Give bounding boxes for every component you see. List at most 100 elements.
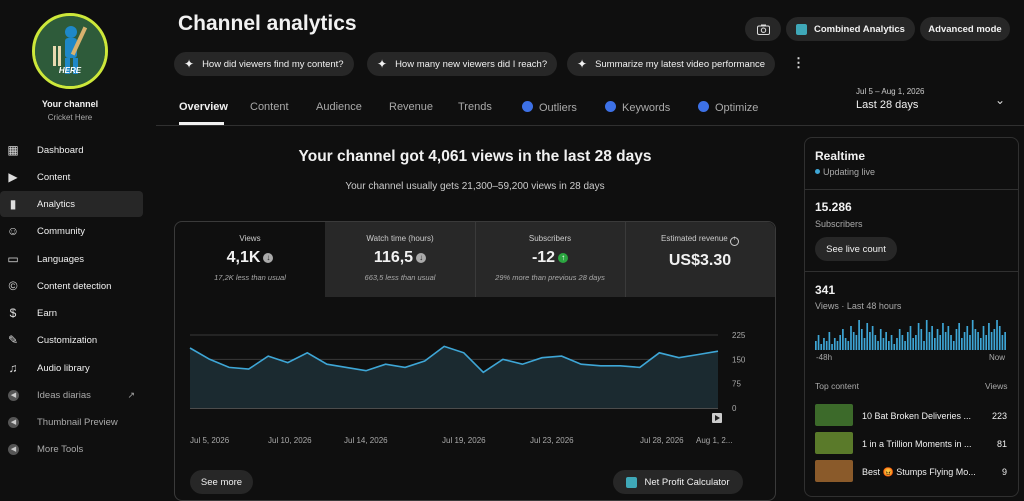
sidebar-item-label: Content [37,172,70,183]
realtime-bar [899,329,901,350]
channel-handle: Cricket Here [0,113,140,122]
more-vert-icon[interactable]: ⋮ [792,55,805,71]
x-tick-label: Jul 5, 2026 [190,436,230,445]
tab-revenue[interactable]: Revenue [389,101,433,113]
sidebar-item-analytics[interactable]: ▮Analytics [0,191,143,217]
content-detection-icon: © [6,279,20,293]
sidebar-item-languages[interactable]: ▭Languages [0,246,143,272]
extension-icon: ◀ [8,417,19,428]
realtime-bar [850,326,852,350]
metric-subscribers[interactable]: Subscribers -12↑ 29% more than previous … [475,222,625,297]
tab-optimize[interactable]: Optimize [698,101,758,114]
advanced-mode-button[interactable]: Advanced mode [920,17,1010,41]
live-dot-icon [815,169,820,174]
camera-icon [757,24,770,35]
tab-outliers[interactable]: Outliers [522,101,577,114]
top-content-title[interactable]: 10 Bat Broken Deliveries ... [862,411,971,421]
top-content-title[interactable]: 1 in a Trillion Moments in ... [862,439,972,449]
chevron-down-icon[interactable]: ⌄ [995,93,1005,107]
camera-button[interactable] [745,17,781,41]
audio-library-icon: ♫ [6,361,20,375]
realtime-bar [969,335,971,350]
realtime-subscribers: 15.286 [815,200,852,214]
realtime-bar [818,335,820,350]
tab-keywords[interactable]: Keywords [605,101,670,114]
sidebar-item-customization[interactable]: ✎Customization [0,327,143,353]
sidebar-item-community[interactable]: ☺Community [0,218,143,244]
extension-icon: ◀ [8,390,19,401]
arrow-down-icon: ↓ [416,253,426,263]
suggestion-chip-3[interactable]: ✦Summarize my latest video performance [567,52,775,76]
tab-label: Outliers [539,102,577,114]
realtime-bar [869,332,871,350]
sidebar-item-audio-library[interactable]: ♫Audio library [0,355,143,381]
realtime-bar [891,335,893,350]
sidebar-item-earn[interactable]: $ Earn [0,300,143,326]
earn-icon: $ [6,306,20,320]
realtime-bar [902,335,904,350]
realtime-bar [996,320,998,350]
realtime-bar [837,341,839,350]
summary-headline: Your channel got 4,061 views in the last… [174,148,776,166]
realtime-bar [931,326,933,350]
realtime-bar-chart [815,318,1007,350]
sidebar-item-label: Community [37,226,85,237]
tab-trends[interactable]: Trends [458,101,492,113]
metric-sub: 17,2K less than usual [175,273,325,282]
sidebar-item-label: Thumbnail Preview [37,417,118,428]
realtime-bar [999,326,1001,350]
realtime-bar [831,344,833,350]
sidebar-item-label: Customization [37,335,97,346]
realtime-bar [861,329,863,350]
sidebar-item-label: Analytics [37,199,75,210]
realtime-bar [904,341,906,350]
tab-content[interactable]: Content [250,101,289,113]
sidebar-item-dashboard[interactable]: ▦ Dashboard [0,137,143,163]
top-content-views: 81 [997,439,1007,449]
metric-value: 116,5 [374,249,413,266]
top-content-title[interactable]: Best 😡 Stumps Flying Mo... [862,467,976,478]
sidebar-item-ideas-diarias[interactable]: ◀Ideas diarias↗ [0,382,143,408]
see-more-button[interactable]: See more [190,470,253,494]
suggestion-chip-1[interactable]: ✦How did viewers find my content? [174,52,354,76]
arrow-down-icon: ↓ [263,253,273,263]
y-tick-label: 225 [732,331,746,340]
sidebar-item-content[interactable]: ▶Content [0,164,143,190]
realtime-bar [842,329,844,350]
tab-audience[interactable]: Audience [316,101,362,113]
suggestion-chip-2[interactable]: ✦How many new viewers did I reach? [367,52,557,76]
video-thumbnail[interactable] [815,460,853,482]
date-range-label[interactable]: Last 28 days [856,99,918,111]
sparkle-icon: ✦ [184,57,194,71]
sidebar-item-label: Earn [37,308,57,319]
realtime-bar [988,323,990,350]
metric-label: Views [175,234,325,243]
metric-views[interactable]: Views 4,1K↓ 17,2K less than usual [175,222,325,297]
metric-value: 4,1K [227,249,261,266]
combined-analytics-button[interactable]: Combined Analytics [786,17,915,41]
sidebar-item-thumbnail-preview[interactable]: ◀ Thumbnail Preview [0,409,143,435]
realtime-bar [934,338,936,350]
net-profit-calculator-button[interactable]: Net Profit Calculator [613,470,743,494]
realtime-bar [858,320,860,350]
video-thumbnail[interactable] [815,432,853,454]
video-thumbnail[interactable] [815,404,853,426]
sidebar-item-more-tools[interactable]: ◀More Tools [0,436,143,462]
realtime-bar [826,341,828,350]
realtime-bar [926,320,928,350]
sidebar-item-content-detection[interactable]: ©Content detection [0,273,143,299]
sparkle-icon: ✦ [377,57,387,71]
realtime-bar [907,332,909,350]
realtime-views: 341 [815,283,835,297]
sidebar-item-label: Dashboard [37,145,83,156]
realtime-bar [956,329,958,350]
metric-revenue[interactable]: Estimated revenue ╵ US$3.30 [625,222,775,297]
dashboard-icon: ▦ [6,143,20,157]
metric-watch-time[interactable]: Watch time (hours) 116,5↓ 663,5 less tha… [325,222,475,297]
realtime-bar [820,344,822,350]
tab-overview[interactable]: Overview [179,101,228,113]
realtime-bar [856,335,858,350]
realtime-bar [853,332,855,350]
channel-avatar[interactable]: HERE [32,13,108,89]
see-live-count-button[interactable]: See live count [815,237,897,261]
